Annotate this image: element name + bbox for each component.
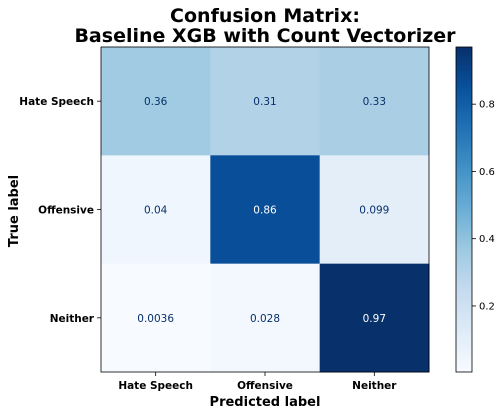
heatmap-cell	[319, 155, 430, 265]
heatmap-cell	[101, 47, 211, 156]
colorbar-tick-label: 0.6	[479, 167, 495, 178]
colorbar	[456, 47, 472, 372]
heatmap-cells	[101, 47, 430, 373]
heatmap-cell-value: 0.86	[253, 205, 277, 217]
x-tick-label: Neither	[352, 380, 397, 392]
heatmap-cell	[101, 155, 211, 265]
y-tick-label: Neither	[50, 313, 95, 325]
heatmap-cell-labels: 0.36 0.31 0.33 0.04 0.86 0.099 0.0036 0.028 0.97	[137, 96, 389, 325]
heatmap-cell-value: 0.0036	[137, 313, 174, 325]
y-axis-label: True label	[7, 175, 22, 247]
x-tick-labels: Hate Speech Offensive Neither	[118, 372, 397, 392]
y-tick-label: Offensive	[38, 205, 94, 217]
x-axis-label: Predicted label	[210, 395, 321, 410]
y-tick-label: Hate Speech	[19, 96, 94, 108]
heatmap-cell	[210, 47, 321, 156]
heatmap-cell-value: 0.099	[359, 205, 389, 217]
heatmap-cell	[319, 47, 430, 156]
colorbar-frame	[455, 46, 473, 373]
y-tick-labels: Hate Speech Offensive Neither	[19, 96, 101, 325]
heatmap-cell-value: 0.36	[144, 96, 168, 108]
colorbar-ticks: 0.2 0.4 0.6 0.8	[472, 100, 495, 312]
heatmap-cell-value: 0.04	[144, 205, 168, 217]
heatmap-cell	[319, 263, 430, 373]
colorbar-tick-label: 0.2	[479, 301, 495, 312]
heatmap-cell-value: 0.028	[250, 313, 280, 325]
heatmap-cell-value: 0.31	[253, 96, 276, 108]
x-tick-label: Offensive	[237, 380, 293, 392]
x-tick-label: Hate Speech	[118, 380, 193, 392]
heatmap-cell	[210, 263, 321, 373]
heatmap-cell-value: 0.33	[363, 96, 386, 108]
chart-title-line-2: Baseline XGB with Count Vectorizer	[74, 25, 456, 47]
colorbar-tick-label: 0.8	[479, 100, 495, 111]
colorbar-tick-label: 0.4	[479, 234, 495, 245]
heatmap-cell	[210, 155, 321, 265]
chart-title-line-1: Confusion Matrix:	[170, 5, 360, 27]
heatmap-cell-value: 0.97	[363, 313, 386, 325]
heatmap-cell	[101, 263, 211, 373]
